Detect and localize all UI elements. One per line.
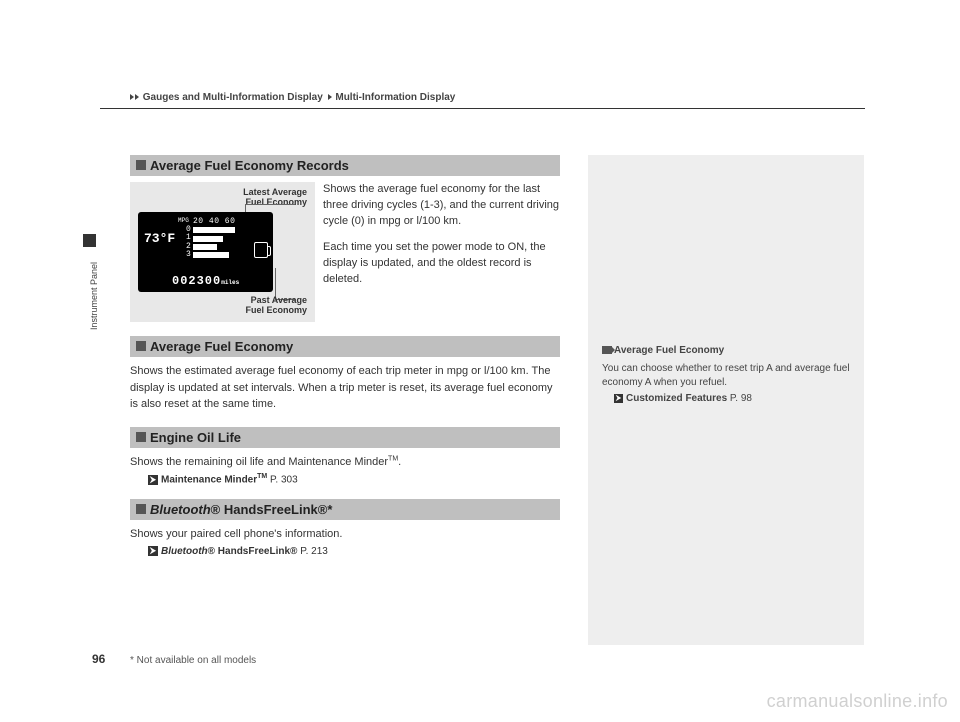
instrument-cluster-graphic: MPG 20 40 60 73°F 0 1 2 3 002300miles [138, 212, 273, 292]
dashboard-figure: Latest AverageFuel Economy MPG 20 40 60 … [130, 182, 315, 322]
breadcrumb-arrow-icon [135, 94, 139, 100]
header-rule [100, 108, 865, 109]
fuel-pump-icon [254, 242, 268, 258]
section-title: Average Fuel Economy Records [150, 158, 349, 173]
breadcrumb-arrow-icon [328, 94, 332, 100]
section-title-prefix: Bluetooth [150, 502, 211, 517]
page-number: 96 [92, 652, 105, 666]
section-heading: Average Fuel Economy [130, 336, 560, 357]
bar [193, 227, 235, 233]
section-heading: Bluetooth® HandsFreeLink®* [130, 499, 560, 520]
paragraph: Shows the estimated average fuel economy… [130, 363, 560, 413]
manual-page: Gauges and Multi-Information Display Mul… [0, 0, 960, 722]
section-text: Shows the average fuel economy for the l… [323, 182, 560, 322]
sidebar-heading: Average Fuel Economy [602, 345, 850, 356]
breadcrumb-arrow-icon [130, 94, 134, 100]
section-marker-icon [136, 432, 146, 442]
bar-row-label: 3 [186, 251, 191, 259]
paragraph: Each time you set the power mode to ON, … [323, 240, 560, 288]
sidebar-note: Average Fuel Economy You can choose whet… [588, 155, 864, 645]
cross-reference: ⮞Maintenance MinderTM P. 303 [148, 473, 560, 485]
main-column: Average Fuel Economy Records Latest Aver… [130, 155, 560, 571]
watermark: carmanualsonline.info [767, 691, 948, 712]
bar [193, 244, 217, 250]
leader-line [245, 204, 295, 205]
section-title: Average Fuel Economy [150, 339, 293, 354]
mpg-label: MPG [178, 217, 189, 224]
trademark-symbol: TM [257, 473, 267, 480]
bar [193, 236, 223, 242]
temperature-readout: 73°F [144, 231, 175, 246]
cross-reference: ⮞Customized Features P. 98 [614, 393, 850, 404]
note-icon [602, 346, 612, 354]
breadcrumb-section: Gauges and Multi-Information Display [143, 92, 323, 103]
section-heading: Average Fuel Economy Records [130, 155, 560, 176]
reference-arrow-icon: ⮞ [148, 546, 158, 556]
reference-arrow-icon: ⮞ [148, 475, 158, 485]
chapter-label: Instrument Panel [89, 262, 99, 330]
section-marker-icon [136, 341, 146, 351]
paragraph: Shows the remaining oil life and Mainten… [130, 454, 560, 471]
figure-callout-bottom: Past AverageFuel Economy [245, 296, 307, 316]
reference-arrow-icon: ⮞ [614, 394, 623, 403]
bar [193, 252, 229, 258]
breadcrumb: Gauges and Multi-Information Display Mul… [130, 92, 455, 103]
section-body: Latest AverageFuel Economy MPG 20 40 60 … [130, 182, 560, 322]
section-title: Engine Oil Life [150, 430, 241, 445]
section-marker-icon [136, 160, 146, 170]
chapter-tab [83, 234, 96, 247]
mpg-scale: 20 40 60 [193, 217, 235, 226]
sidebar-paragraph: You can choose whether to reset trip A a… [602, 362, 850, 390]
odometer: 002300miles [172, 274, 239, 288]
trademark-symbol: TM [388, 455, 398, 462]
cross-reference: ⮞Bluetooth® HandsFreeLink® P. 213 [148, 546, 560, 557]
paragraph: Shows your paired cell phone's informati… [130, 526, 560, 543]
paragraph: Shows the average fuel economy for the l… [323, 182, 560, 230]
section-title-suffix: HandsFreeLink®* [220, 502, 332, 517]
section-marker-icon [136, 504, 146, 514]
fuel-economy-bars: 0 1 2 3 [186, 226, 235, 260]
breadcrumb-subsection: Multi-Information Display [335, 92, 455, 103]
footnote: * Not available on all models [130, 655, 256, 666]
section-heading: Engine Oil Life [130, 427, 560, 448]
